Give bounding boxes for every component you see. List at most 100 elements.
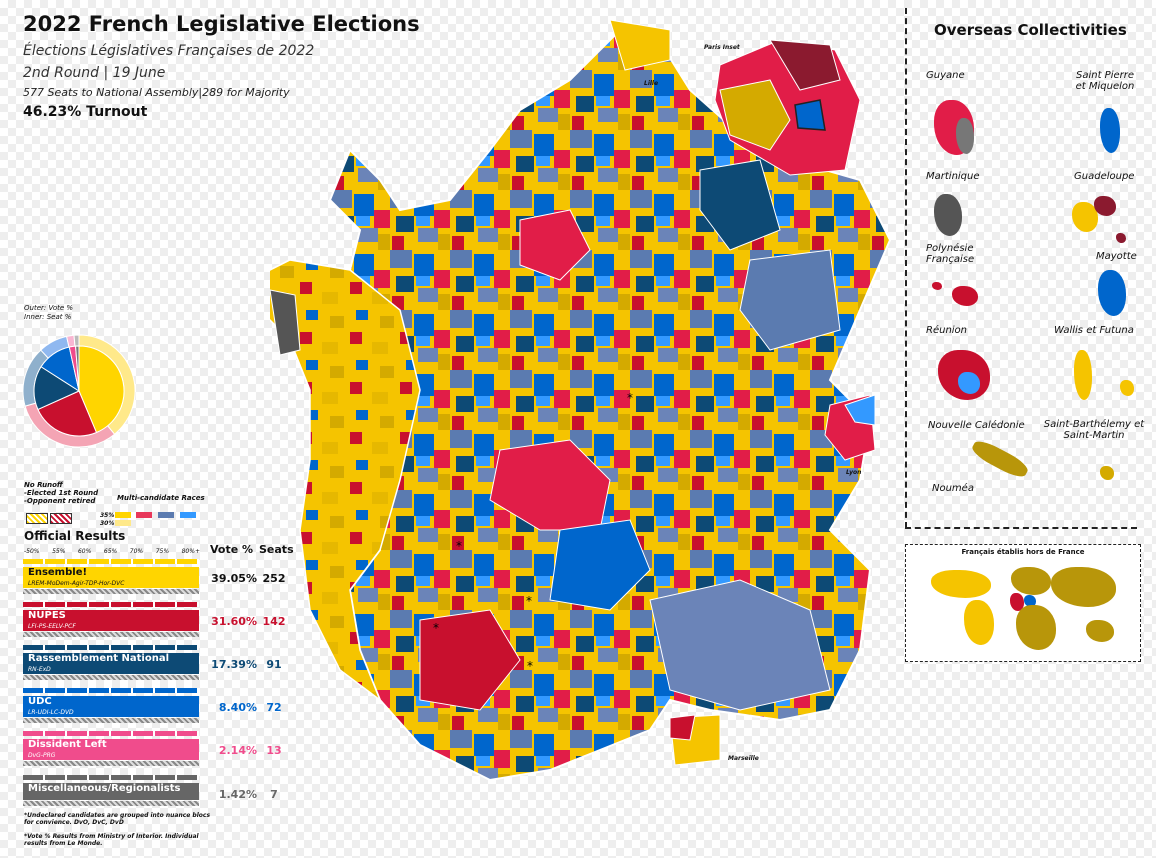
spm-shape — [1100, 108, 1120, 153]
pct-tick: 60% — [77, 548, 92, 555]
oceania-shape — [1086, 620, 1114, 642]
africa-shape — [1016, 605, 1056, 650]
party-coalition: LFI-PS-EELV-PCF — [28, 623, 76, 630]
mayotte-shape — [1098, 270, 1126, 316]
paris-inset-label: Paris Inset — [704, 44, 740, 51]
result-hatch-stripe — [23, 718, 199, 723]
party-name: Rassemblement National — [28, 653, 169, 664]
brittany-gray-region — [270, 289, 301, 356]
sbsm-shape — [1100, 466, 1114, 480]
polynesie-island — [932, 282, 942, 290]
result-scale-stripe — [23, 731, 199, 736]
opponent-retired-label: -Opponent retired — [24, 497, 96, 505]
abroad-label: Français établis hors de France — [961, 548, 1085, 556]
guyane-gray-district — [956, 118, 974, 154]
seat-count-value: 13 — [266, 744, 282, 757]
vote-pct-value: 1.42% — [218, 788, 257, 801]
turnout-label: 46.23% Turnout — [23, 104, 148, 120]
guyane-label: Guyane — [926, 70, 965, 81]
map-subtitle: Élections Législatives Françaises de 202… — [23, 43, 315, 59]
results-heading: Official Results — [24, 529, 126, 543]
southern-red-region — [419, 609, 521, 711]
results-donut-chart — [22, 334, 136, 448]
sbsm-label: Saint-Barthélemy et Saint-Martin — [1043, 419, 1145, 441]
seat-count-value: 142 — [262, 615, 286, 628]
multi-swatch-yellow-light — [115, 520, 131, 526]
result-party-bar: NUPES LFI-PS-EELV-PCF — [23, 610, 199, 631]
multi-swatch-red — [136, 512, 152, 518]
hatch-swatch-red — [50, 513, 72, 524]
result-party-bar: Ensemble! LREM-MoDem-Agir-TDP-Hor-DVC — [23, 567, 199, 588]
result-scale-stripe — [23, 559, 199, 564]
seats-col-header: Seats — [259, 543, 294, 556]
pct-tick: 70% — [129, 548, 144, 555]
noumea-label: Nouméa — [932, 483, 974, 494]
result-hatch-stripe — [23, 589, 199, 594]
result-scale-stripe — [23, 645, 199, 650]
asterisk-marker: * — [456, 539, 462, 553]
paris-region — [519, 209, 591, 281]
map-title: 2022 French Legislative Elections — [23, 12, 420, 36]
vote-pct-value: 31.60% — [211, 615, 257, 628]
result-party-bar: UDC LR-UDI-LC-DVD — [23, 696, 199, 717]
north-yellow-region — [609, 19, 671, 71]
east-slate-region — [739, 249, 841, 351]
asterisk-marker: * — [433, 621, 439, 635]
futuna-shape — [1120, 380, 1134, 396]
paris-inset-blue — [794, 99, 826, 131]
party-coalition: RN-ExD — [28, 666, 51, 673]
overseas-divider-vertical — [905, 8, 907, 528]
martinique-label: Martinique — [926, 171, 980, 182]
donut-inner-pie — [33, 345, 125, 437]
spm-label: Saint Pierre et Miquelon — [1075, 70, 1135, 92]
result-scale-stripe — [23, 688, 199, 693]
europe-blue-district — [1024, 595, 1036, 607]
party-coalition: LR-UDI-LC-DVD — [28, 709, 74, 716]
vote-pct-value: 2.14% — [218, 744, 257, 757]
polynesie-shape — [952, 286, 978, 306]
result-hatch-stripe — [23, 801, 199, 806]
seat-count-value: 7 — [270, 788, 278, 801]
seat-count-value: 72 — [266, 701, 282, 714]
western-region-shape — [270, 259, 421, 703]
party-name: NUPES — [28, 610, 66, 621]
guadeloupe-shape — [1072, 202, 1098, 232]
mayotte-label: Mayotte — [1096, 251, 1137, 262]
party-name: Ensemble! — [28, 567, 88, 578]
pct30-label: 30% — [100, 520, 115, 527]
party-coalition: LREM-MoDem-Agir-TDP-Hor-DVC — [28, 580, 125, 587]
donut-seat-segment — [75, 345, 80, 392]
wallis-shape — [1074, 350, 1092, 400]
pct-tick: -50% — [24, 548, 40, 555]
wallis-label: Wallis et Futuna — [1054, 325, 1134, 336]
result-hatch-stripe — [23, 675, 199, 680]
result-scale-stripe — [23, 775, 199, 780]
marseille-inset-red — [669, 714, 696, 741]
vote-pct-value: 39.05% — [211, 572, 257, 585]
multi-swatch-slate — [158, 512, 174, 518]
result-party-bar: Dissident Left DvG-PRG — [23, 739, 199, 760]
abroad-inset-box: Français établis hors de France — [905, 544, 1141, 662]
result-party-bar: Rassemblement National RN-ExD — [23, 653, 199, 674]
europe-red-district — [1010, 593, 1024, 611]
south-america-shape — [964, 600, 994, 645]
footnote-source: *Vote % Results from Ministry of Interio… — [24, 833, 199, 847]
multi-candidate-label: Multi-candidate Races — [117, 494, 205, 502]
central-blue-region — [549, 519, 651, 611]
result-hatch-stripe — [23, 632, 199, 637]
pct-tick: 80%+ — [181, 548, 200, 555]
guadeloupe-red-district — [1094, 196, 1116, 216]
party-coalition: DvG-PRG — [28, 752, 56, 759]
europe-shape — [1011, 567, 1051, 595]
pct-tick: 75% — [155, 548, 170, 555]
multi-swatch-yellow — [115, 512, 131, 518]
polynesie-label: Polynésie Française — [926, 243, 975, 265]
party-name: Miscellaneous/Regionalists — [28, 783, 181, 794]
asterisk-marker: * — [527, 659, 533, 673]
donut-seat-segment — [37, 390, 98, 437]
pct-tick: 65% — [103, 548, 118, 555]
result-hatch-stripe — [23, 761, 199, 766]
round-label: 2nd Round | 19 June — [23, 65, 166, 81]
elected-first-label: -Elected 1st Round — [24, 489, 99, 497]
guadeloupe-island — [1116, 233, 1126, 243]
